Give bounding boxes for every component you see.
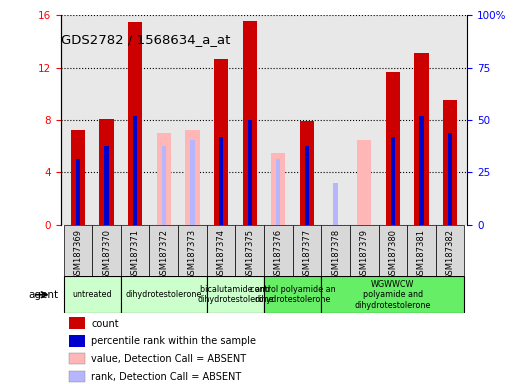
Bar xyxy=(178,225,207,276)
Text: dihydrotestolerone: dihydrotestolerone xyxy=(126,290,202,299)
Bar xyxy=(419,116,423,225)
Bar xyxy=(185,131,200,225)
Bar xyxy=(99,119,114,225)
Bar xyxy=(207,276,264,313)
Text: percentile rank within the sample: percentile rank within the sample xyxy=(91,336,256,346)
Bar xyxy=(133,116,137,225)
Bar xyxy=(271,153,286,225)
Text: agent: agent xyxy=(28,290,58,300)
Bar xyxy=(248,120,252,225)
Text: GSM187381: GSM187381 xyxy=(417,229,426,280)
Bar xyxy=(448,133,452,225)
Bar xyxy=(235,225,264,276)
Bar xyxy=(63,225,92,276)
Bar xyxy=(105,146,109,225)
Bar xyxy=(293,225,321,276)
Text: GSM187375: GSM187375 xyxy=(245,229,254,280)
Bar xyxy=(69,371,85,382)
Bar xyxy=(333,183,338,225)
Bar xyxy=(63,276,121,313)
Bar xyxy=(443,100,457,225)
Bar xyxy=(436,225,465,276)
Bar xyxy=(190,140,195,225)
Text: WGWWCW
polyamide and
dihydrotestolerone: WGWWCW polyamide and dihydrotestolerone xyxy=(355,280,431,310)
Bar xyxy=(214,58,228,225)
Text: bicalutamide and
dihydrotestolerone: bicalutamide and dihydrotestolerone xyxy=(197,285,274,305)
Bar xyxy=(207,225,235,276)
Text: GSM187379: GSM187379 xyxy=(360,229,369,280)
Text: value, Detection Call = ABSENT: value, Detection Call = ABSENT xyxy=(91,354,247,364)
Bar xyxy=(92,225,121,276)
Bar xyxy=(149,225,178,276)
Bar xyxy=(391,137,395,225)
Bar xyxy=(76,159,80,225)
Bar xyxy=(69,318,85,329)
Bar xyxy=(385,71,400,225)
Bar xyxy=(414,53,429,225)
Bar xyxy=(121,276,207,313)
Bar xyxy=(71,131,85,225)
Text: GSM187376: GSM187376 xyxy=(274,229,283,280)
Bar xyxy=(219,137,223,225)
Text: GSM187371: GSM187371 xyxy=(130,229,140,280)
Bar xyxy=(162,146,166,225)
Text: GSM187377: GSM187377 xyxy=(303,229,312,280)
Bar xyxy=(242,21,257,225)
Text: GSM187380: GSM187380 xyxy=(388,229,398,280)
Text: GSM187369: GSM187369 xyxy=(73,229,82,280)
Text: GSM187373: GSM187373 xyxy=(188,229,197,280)
Bar xyxy=(305,146,309,225)
Bar xyxy=(69,335,85,347)
Bar xyxy=(121,225,149,276)
Bar xyxy=(379,225,407,276)
Text: GDS2782 / 1568634_a_at: GDS2782 / 1568634_a_at xyxy=(61,33,230,46)
Text: GSM187382: GSM187382 xyxy=(446,229,455,280)
Text: count: count xyxy=(91,319,119,329)
Bar xyxy=(321,276,465,313)
Text: GSM187374: GSM187374 xyxy=(216,229,225,280)
Bar xyxy=(128,22,143,225)
Bar xyxy=(157,133,171,225)
Bar xyxy=(264,276,321,313)
Text: rank, Detection Call = ABSENT: rank, Detection Call = ABSENT xyxy=(91,372,241,382)
Text: control polyamide an
dihydrotestolerone: control polyamide an dihydrotestolerone xyxy=(250,285,335,305)
Bar xyxy=(300,121,314,225)
Bar xyxy=(264,225,293,276)
Bar xyxy=(69,353,85,364)
Bar xyxy=(357,140,371,225)
Bar xyxy=(407,225,436,276)
Bar xyxy=(321,225,350,276)
Bar xyxy=(350,225,379,276)
Text: GSM187370: GSM187370 xyxy=(102,229,111,280)
Bar xyxy=(276,159,280,225)
Text: GSM187378: GSM187378 xyxy=(331,229,340,280)
Text: GSM187372: GSM187372 xyxy=(159,229,168,280)
Text: untreated: untreated xyxy=(72,290,112,299)
